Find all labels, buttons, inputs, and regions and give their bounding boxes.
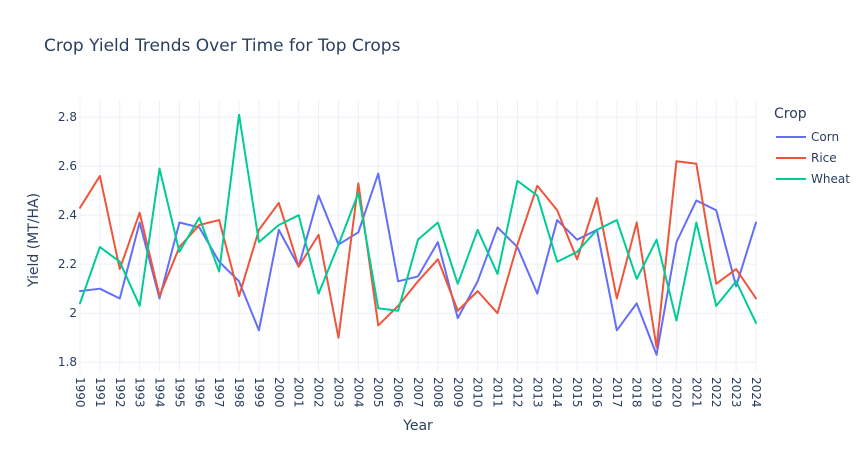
- x-tick-label: 1998: [232, 377, 246, 408]
- y-tick-label: 2: [69, 306, 77, 320]
- x-tick-label: 2011: [491, 377, 505, 408]
- legend-label-rice[interactable]: Rice: [811, 151, 837, 165]
- x-tick-label: 2009: [451, 377, 465, 408]
- legend-label-corn[interactable]: Corn: [811, 130, 839, 144]
- x-tick-label: 2014: [550, 377, 564, 408]
- x-tick-label: 1991: [93, 377, 107, 408]
- x-tick-label: 1994: [153, 377, 167, 408]
- x-tick-labels: 1990 1991 1992 1993 1994 1995 1996 1997 1998 1999…: [73, 377, 763, 408]
- x-tick-label: 2016: [590, 377, 604, 408]
- series-line-corn[interactable]: [79, 172, 757, 356]
- x-tick-label: 1995: [172, 377, 186, 408]
- x-tick-label: 2004: [351, 377, 365, 408]
- x-tick-label: 2015: [570, 377, 584, 408]
- x-tick-label: 1990: [73, 377, 87, 408]
- x-tick-label: 2006: [391, 377, 405, 408]
- chart-title: Crop Yield Trends Over Time for Top Crop…: [44, 36, 401, 56]
- x-tick-label: 2023: [729, 377, 743, 408]
- x-tick-label: 1996: [192, 377, 206, 408]
- legend-items: Corn Rice Wheat: [776, 130, 850, 186]
- x-tick-label: 2003: [331, 377, 345, 408]
- x-tick-label: 2005: [371, 377, 385, 408]
- y-tick-label: 2.8: [58, 110, 77, 124]
- x-tick-label: 2024: [749, 377, 763, 408]
- x-tick-label: 2001: [292, 377, 306, 408]
- x-tick-label: 1992: [113, 377, 127, 408]
- x-tick-label: 2000: [272, 377, 286, 408]
- x-tick-label: 2020: [669, 377, 683, 408]
- x-tick-label: 2007: [411, 377, 425, 408]
- x-tick-label: 1997: [212, 377, 226, 408]
- x-tick-label: 2019: [650, 377, 664, 408]
- x-tick-label: 2022: [709, 377, 723, 408]
- y-tick-label: 2.2: [58, 257, 77, 271]
- y-tick-label: 2.6: [58, 159, 77, 173]
- legend-title: Crop: [774, 106, 807, 122]
- x-tick-label: 2008: [431, 377, 445, 408]
- legend: Crop Corn Rice Wheat: [774, 106, 850, 186]
- x-tick-label: 2018: [630, 377, 644, 408]
- x-axis-title: Year: [402, 418, 433, 434]
- y-tick-label: 1.8: [58, 355, 77, 369]
- x-tick-label: 1999: [252, 377, 266, 408]
- x-tick-label: 2012: [510, 377, 524, 408]
- y-tick-labels: 1.8 2 2.2 2.4 2.6 2.8: [58, 110, 77, 369]
- series-layer: [79, 113, 757, 356]
- x-tick-label: 2017: [610, 377, 624, 408]
- x-tick-label: 1993: [133, 377, 147, 408]
- legend-label-wheat[interactable]: Wheat: [811, 172, 850, 186]
- x-tick-label: 2002: [312, 377, 326, 408]
- y-tick-label: 2.4: [58, 208, 77, 222]
- x-tick-label: 2013: [530, 377, 544, 408]
- y-axis-title: Yield (MT/HA): [26, 193, 42, 288]
- x-tick-label: 2010: [471, 377, 485, 408]
- x-tick-label: 2021: [689, 377, 703, 408]
- series-line-wheat[interactable]: [79, 113, 757, 324]
